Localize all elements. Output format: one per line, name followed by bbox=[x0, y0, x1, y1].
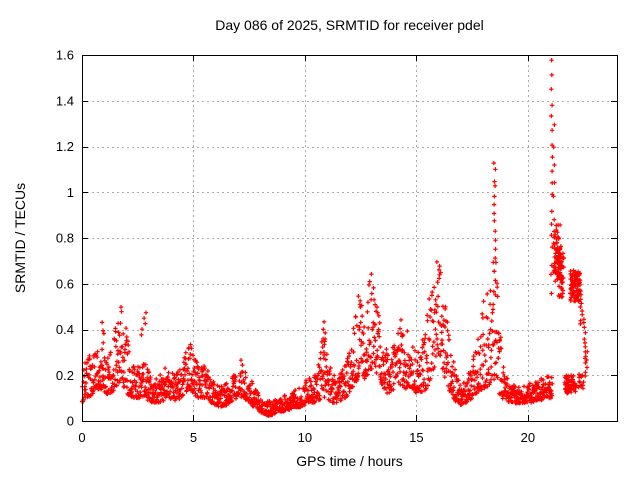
chart-title: Day 086 of 2025, SRMTID for receiver pde… bbox=[215, 17, 484, 33]
y-tick-label: 0.8 bbox=[56, 231, 74, 246]
x-tick-label: 5 bbox=[190, 430, 197, 445]
x-tick-label: 15 bbox=[409, 430, 423, 445]
x-axis-label: GPS time / hours bbox=[296, 453, 403, 469]
y-tick-label: 0.6 bbox=[56, 276, 74, 291]
y-tick-label: 1.4 bbox=[56, 93, 74, 108]
y-tick-label: 1 bbox=[67, 185, 74, 200]
x-tick-label: 0 bbox=[78, 430, 85, 445]
plot-frame bbox=[82, 55, 618, 422]
x-tick-label: 20 bbox=[521, 430, 535, 445]
y-tick-label: 0 bbox=[67, 414, 74, 429]
y-tick-label: 1.2 bbox=[56, 139, 74, 154]
y-tick-label: 1.6 bbox=[56, 48, 74, 63]
y-tick-label: 0.2 bbox=[56, 368, 74, 383]
y-tick-label: 0.4 bbox=[56, 322, 74, 337]
grid-lines bbox=[82, 55, 617, 421]
x-tick-label: 10 bbox=[298, 430, 312, 445]
